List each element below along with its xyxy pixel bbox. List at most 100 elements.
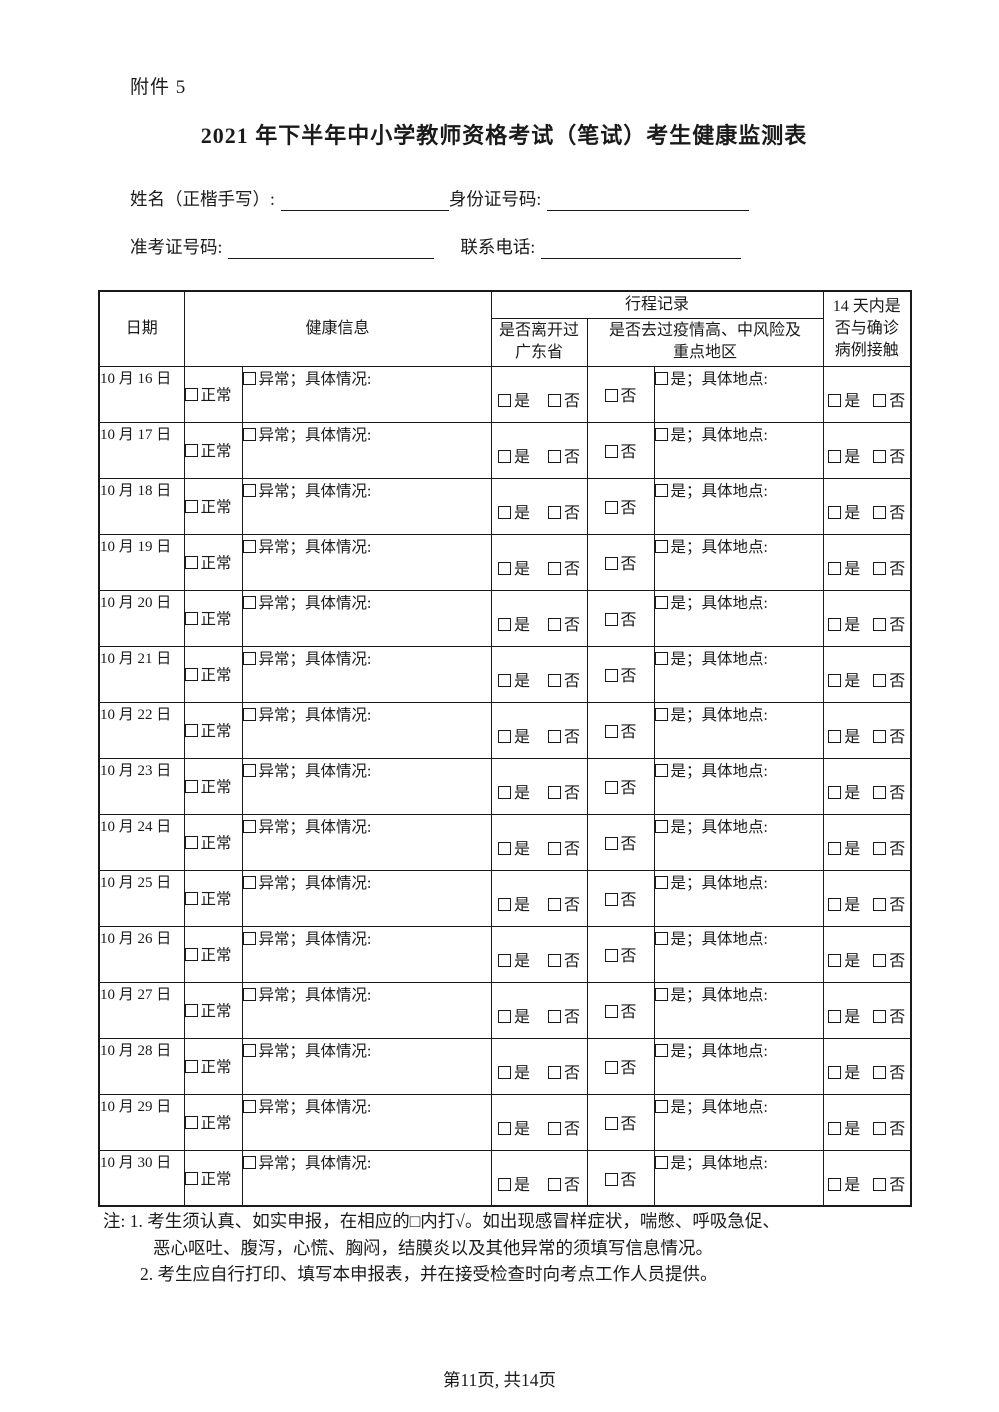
checkbox-contact-no[interactable] — [873, 450, 887, 463]
risk-area-yes-cell[interactable]: 是；具体地点: — [653, 757, 824, 815]
checkbox-risk-area-no[interactable] — [604, 1005, 618, 1018]
checkbox-risk-area-yes[interactable] — [654, 819, 668, 833]
checkbox-risk-area-yes[interactable] — [654, 707, 668, 721]
checkbox-risk-area-yes[interactable] — [654, 1155, 668, 1169]
checkbox-risk-area-no[interactable] — [604, 725, 618, 738]
checkbox-contact-no[interactable] — [873, 674, 887, 687]
checkbox-abnormal[interactable] — [242, 1043, 256, 1057]
checkbox-risk-area-no[interactable] — [604, 389, 618, 402]
health-abnormal-cell[interactable]: 异常；具体情况: — [241, 925, 492, 983]
health-abnormal-cell[interactable]: 异常；具体情况: — [241, 1037, 492, 1095]
checkbox-abnormal[interactable] — [242, 987, 256, 1001]
id-number-input-line[interactable] — [547, 190, 750, 211]
phone-input-line[interactable] — [541, 238, 742, 259]
checkbox-abnormal[interactable] — [242, 931, 256, 945]
checkbox-normal[interactable] — [184, 1171, 198, 1185]
health-abnormal-cell[interactable]: 异常；具体情况: — [241, 365, 492, 423]
checkbox-left-guangdong-no[interactable] — [548, 506, 562, 519]
health-abnormal-cell[interactable]: 异常；具体情况: — [241, 589, 492, 647]
checkbox-risk-area-yes[interactable] — [654, 595, 668, 609]
risk-area-yes-cell[interactable]: 是；具体地点: — [653, 981, 824, 1039]
checkbox-left-guangdong-no[interactable] — [548, 1122, 562, 1135]
checkbox-left-guangdong-no[interactable] — [548, 394, 562, 407]
checkbox-risk-area-yes[interactable] — [654, 371, 668, 385]
checkbox-left-guangdong-no[interactable] — [548, 786, 562, 799]
checkbox-left-guangdong-yes[interactable] — [498, 1177, 511, 1191]
checkbox-abnormal[interactable] — [242, 539, 256, 553]
health-abnormal-cell[interactable]: 异常；具体情况: — [241, 533, 492, 591]
checkbox-normal[interactable] — [184, 1116, 198, 1129]
checkbox-contact-yes[interactable] — [828, 1066, 842, 1079]
checkbox-contact-no[interactable] — [873, 954, 887, 967]
checkbox-left-guangdong-yes[interactable] — [498, 450, 511, 463]
checkbox-contact-no[interactable] — [873, 1177, 887, 1191]
checkbox-contact-yes[interactable] — [828, 1010, 842, 1023]
risk-area-yes-cell[interactable]: 是；具体地点: — [653, 421, 824, 479]
checkbox-normal[interactable] — [184, 836, 198, 849]
checkbox-left-guangdong-yes[interactable] — [498, 674, 511, 687]
checkbox-contact-yes[interactable] — [828, 674, 842, 687]
risk-area-yes-cell[interactable]: 是；具体地点: — [653, 1037, 824, 1095]
risk-area-yes-cell[interactable]: 是；具体地点: — [653, 533, 824, 591]
health-abnormal-cell[interactable]: 异常；具体情况: — [241, 869, 492, 927]
checkbox-risk-area-yes[interactable] — [654, 483, 668, 497]
checkbox-left-guangdong-yes[interactable] — [498, 506, 511, 519]
checkbox-left-guangdong-yes[interactable] — [498, 562, 511, 575]
checkbox-contact-no[interactable] — [873, 1066, 887, 1079]
checkbox-abnormal[interactable] — [242, 875, 256, 889]
checkbox-risk-area-yes[interactable] — [654, 539, 668, 553]
checkbox-left-guangdong-no[interactable] — [548, 842, 562, 855]
checkbox-left-guangdong-yes[interactable] — [498, 1122, 511, 1135]
checkbox-left-guangdong-yes[interactable] — [498, 1010, 511, 1023]
health-abnormal-cell[interactable]: 异常；具体情况: — [241, 1149, 492, 1207]
checkbox-risk-area-yes[interactable] — [654, 1043, 668, 1057]
checkbox-normal[interactable] — [184, 724, 198, 737]
checkbox-left-guangdong-no[interactable] — [548, 1010, 562, 1023]
checkbox-risk-area-yes[interactable] — [654, 931, 668, 945]
checkbox-left-guangdong-no[interactable] — [548, 730, 562, 743]
health-abnormal-cell[interactable]: 异常；具体情况: — [241, 477, 492, 535]
risk-area-yes-cell[interactable]: 是；具体地点: — [653, 869, 824, 927]
risk-area-yes-cell[interactable]: 是；具体地点: — [653, 477, 824, 535]
checkbox-risk-area-yes[interactable] — [654, 651, 668, 665]
checkbox-normal[interactable] — [184, 556, 198, 569]
checkbox-risk-area-yes[interactable] — [654, 427, 668, 441]
checkbox-risk-area-no[interactable] — [604, 669, 618, 682]
checkbox-abnormal[interactable] — [242, 707, 256, 721]
checkbox-left-guangdong-no[interactable] — [548, 674, 562, 687]
checkbox-left-guangdong-yes[interactable] — [498, 618, 511, 631]
checkbox-risk-area-no[interactable] — [604, 1061, 618, 1074]
risk-area-yes-cell[interactable]: 是；具体地点: — [653, 1149, 824, 1207]
risk-area-yes-cell[interactable]: 是；具体地点: — [653, 701, 824, 759]
checkbox-left-guangdong-yes[interactable] — [498, 954, 511, 967]
checkbox-contact-no[interactable] — [873, 842, 887, 855]
checkbox-contact-yes[interactable] — [828, 506, 842, 519]
health-abnormal-cell[interactable]: 异常；具体情况: — [241, 1093, 492, 1151]
checkbox-risk-area-no[interactable] — [604, 1117, 618, 1130]
health-abnormal-cell[interactable]: 异常；具体情况: — [241, 757, 492, 815]
checkbox-contact-yes[interactable] — [828, 842, 842, 855]
checkbox-normal[interactable] — [184, 1060, 198, 1073]
checkbox-abnormal[interactable] — [242, 427, 256, 441]
checkbox-contact-yes[interactable] — [828, 730, 842, 743]
checkbox-left-guangdong-no[interactable] — [548, 898, 562, 911]
checkbox-risk-area-no[interactable] — [604, 613, 618, 626]
checkbox-normal[interactable] — [184, 948, 198, 961]
checkbox-contact-yes[interactable] — [828, 394, 842, 407]
checkbox-abnormal[interactable] — [242, 1099, 256, 1113]
checkbox-left-guangdong-no[interactable] — [548, 618, 562, 631]
checkbox-contact-yes[interactable] — [828, 562, 842, 575]
checkbox-left-guangdong-yes[interactable] — [498, 786, 511, 799]
checkbox-abnormal[interactable] — [242, 595, 256, 609]
health-abnormal-cell[interactable]: 异常；具体情况: — [241, 813, 492, 871]
checkbox-left-guangdong-yes[interactable] — [498, 394, 511, 407]
checkbox-normal[interactable] — [184, 500, 198, 513]
checkbox-risk-area-yes[interactable] — [654, 763, 668, 777]
health-abnormal-cell[interactable]: 异常；具体情况: — [241, 701, 492, 759]
checkbox-contact-no[interactable] — [873, 786, 887, 799]
checkbox-normal[interactable] — [184, 1004, 198, 1017]
checkbox-risk-area-no[interactable] — [604, 949, 618, 962]
checkbox-risk-area-no[interactable] — [604, 1172, 618, 1186]
checkbox-normal[interactable] — [184, 388, 198, 401]
checkbox-contact-no[interactable] — [873, 506, 887, 519]
